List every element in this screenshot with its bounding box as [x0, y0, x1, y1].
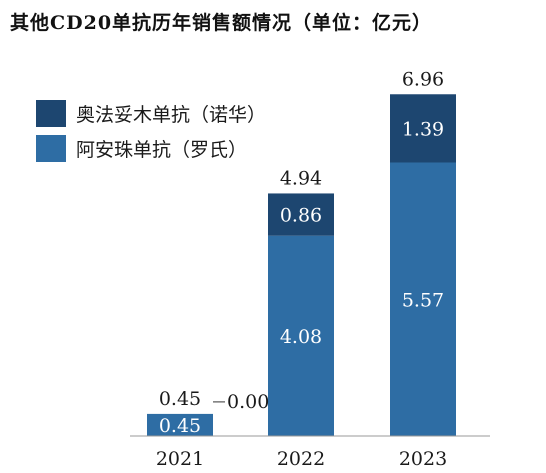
bar-segment-2022-1: [268, 193, 334, 236]
bar-segment-2023-0: [390, 162, 456, 436]
x-tick-2023: 2023: [399, 448, 447, 470]
legend-label-1: 阿安珠单抗（罗氏）: [76, 139, 247, 161]
legend-label-0: 奥法妥木单抗（诺华）: [76, 104, 266, 126]
legend-swatch-0: [36, 100, 66, 127]
x-tick-2021: 2021: [156, 448, 204, 470]
bar-segment-2023-1: [390, 94, 456, 163]
labels-layer: 0.45 0.00 0.45 4.08 0.86 4.94 5.57 1.39 6.96: [159, 68, 444, 437]
legend: 奥法妥木单抗（诺华） 阿安珠单抗（罗氏）: [36, 100, 266, 162]
segment-label-2021-0: 0.45: [159, 415, 201, 437]
chart-title: 其他CD20单抗历年销售额情况（单位：亿元）: [10, 12, 433, 34]
segment-label-2023-1: 1.39: [402, 118, 444, 140]
segment-label-2023-0: 5.57: [402, 289, 444, 311]
segment-label-2022-0: 4.08: [280, 326, 322, 348]
legend-swatch-1: [36, 135, 66, 162]
bars-layer: [147, 94, 456, 436]
bar-segment-2022-0: [268, 235, 334, 436]
segment-label-2021-1: 0.00: [227, 391, 269, 413]
total-label-2023: 6.96: [402, 68, 444, 90]
total-label-2022: 4.94: [280, 167, 322, 189]
total-label-2021: 0.45: [159, 388, 201, 410]
bar-segment-2021-0: [147, 413, 213, 436]
x-tick-2022: 2022: [277, 448, 325, 470]
segment-label-2022-1: 0.86: [280, 205, 322, 227]
x-axis-ticks: 2021 2022 2023: [156, 448, 447, 470]
